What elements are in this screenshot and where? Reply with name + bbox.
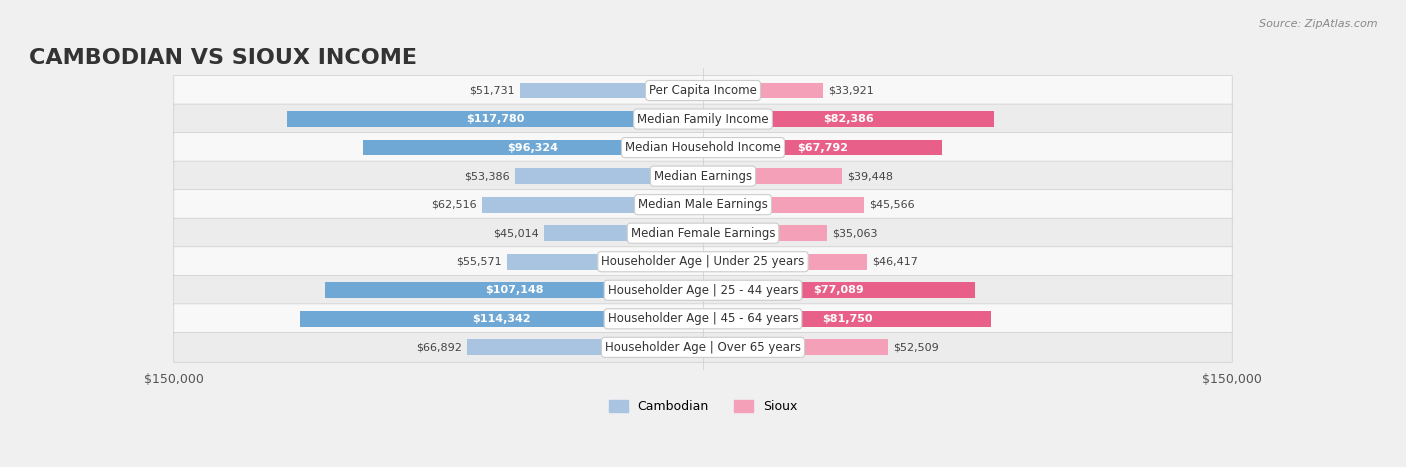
Text: CAMBODIAN VS SIOUX INCOME: CAMBODIAN VS SIOUX INCOME [28,48,416,68]
Bar [703,283,974,298]
Legend: Cambodian, Sioux: Cambodian, Sioux [605,396,801,418]
Bar [299,311,703,326]
Text: $33,921: $33,921 [828,85,873,96]
Text: $55,571: $55,571 [456,257,502,267]
Text: $39,448: $39,448 [848,171,893,181]
Text: Median Male Earnings: Median Male Earnings [638,198,768,211]
Bar [325,283,703,298]
Text: Householder Age | Under 25 years: Householder Age | Under 25 years [602,255,804,268]
FancyBboxPatch shape [174,247,1232,277]
Bar [703,226,827,241]
Text: $46,417: $46,417 [872,257,918,267]
Text: $82,386: $82,386 [823,114,873,124]
Bar [287,111,703,127]
Text: Householder Age | 45 - 64 years: Householder Age | 45 - 64 years [607,312,799,325]
Bar [508,254,703,269]
Bar [515,168,703,184]
Text: $66,892: $66,892 [416,342,461,352]
Text: $96,324: $96,324 [508,142,558,153]
Text: $45,566: $45,566 [869,200,915,210]
Text: $53,386: $53,386 [464,171,509,181]
Bar [703,197,863,212]
Bar [703,140,942,156]
Text: Householder Age | 25 - 44 years: Householder Age | 25 - 44 years [607,284,799,297]
Bar [703,168,842,184]
Bar [703,254,866,269]
Text: $114,342: $114,342 [472,314,530,324]
FancyBboxPatch shape [174,76,1232,106]
Text: $51,731: $51,731 [470,85,515,96]
Text: $45,014: $45,014 [494,228,538,238]
Text: $81,750: $81,750 [823,314,873,324]
FancyBboxPatch shape [174,104,1232,134]
Text: $77,089: $77,089 [814,285,865,295]
Text: $117,780: $117,780 [465,114,524,124]
Text: $107,148: $107,148 [485,285,543,295]
Bar [482,197,703,212]
Text: Median Female Earnings: Median Female Earnings [631,226,775,240]
Bar [703,311,991,326]
FancyBboxPatch shape [174,276,1232,305]
FancyBboxPatch shape [174,333,1232,362]
Text: Median Household Income: Median Household Income [626,141,780,154]
FancyBboxPatch shape [174,161,1232,191]
Text: Median Earnings: Median Earnings [654,170,752,183]
Bar [520,83,703,99]
Bar [544,226,703,241]
Text: Per Capita Income: Per Capita Income [650,84,756,97]
Bar [467,340,703,355]
Text: $67,792: $67,792 [797,142,848,153]
Bar [363,140,703,156]
Text: $62,516: $62,516 [432,200,477,210]
Bar [703,111,994,127]
FancyBboxPatch shape [174,190,1232,219]
Text: Householder Age | Over 65 years: Householder Age | Over 65 years [605,341,801,354]
FancyBboxPatch shape [174,304,1232,334]
Text: Source: ZipAtlas.com: Source: ZipAtlas.com [1260,19,1378,28]
FancyBboxPatch shape [174,218,1232,248]
Text: $35,063: $35,063 [832,228,877,238]
Text: $52,509: $52,509 [894,342,939,352]
FancyBboxPatch shape [174,133,1232,163]
Bar [703,83,823,99]
Bar [703,340,889,355]
Text: Median Family Income: Median Family Income [637,113,769,126]
